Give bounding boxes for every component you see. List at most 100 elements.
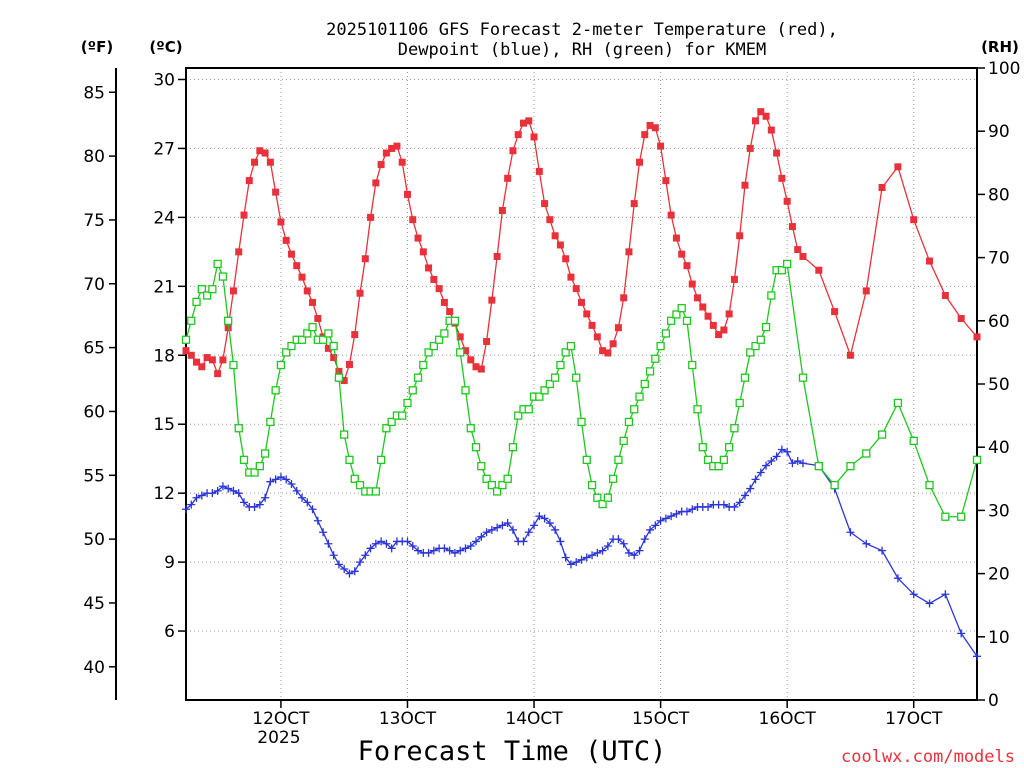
temperature-point xyxy=(694,294,702,302)
temperature-point xyxy=(583,310,591,318)
temperature-point xyxy=(282,236,290,244)
dewpoint-point xyxy=(651,521,660,530)
temperature-point xyxy=(620,294,628,302)
chart-title-line1: 2025101106 GFS Forecast 2-meter Temperat… xyxy=(326,20,838,40)
rh-point xyxy=(798,373,808,382)
dewpoint-point xyxy=(740,491,749,500)
rh-tick-label: 30 xyxy=(988,501,1010,521)
rh-point xyxy=(508,443,518,452)
rh-point xyxy=(725,443,734,452)
temperature-point xyxy=(767,126,775,134)
rh-point xyxy=(556,360,565,370)
rh-tick-label: 10 xyxy=(988,628,1010,648)
rh-point xyxy=(862,449,871,458)
dewpoint-point xyxy=(429,546,438,555)
temperature-point xyxy=(240,211,248,219)
rh-point xyxy=(287,341,296,351)
celsius-unit-label: (ºC) xyxy=(149,38,182,56)
temperature-point xyxy=(846,351,854,359)
rh-tick-label: 100 xyxy=(988,59,1020,79)
rh-point xyxy=(735,398,744,408)
temperature-point xyxy=(435,285,443,293)
rh-point xyxy=(382,424,391,433)
rh-tick-label: 60 xyxy=(988,312,1010,332)
dewpoint-point xyxy=(862,539,871,548)
rh-point xyxy=(334,373,344,382)
celsius-tick-label: 6 xyxy=(164,622,175,642)
dewpoint-point xyxy=(798,459,807,468)
rh-point xyxy=(461,386,470,395)
temperature-point xyxy=(214,370,222,378)
rh-point xyxy=(756,335,765,344)
rh-point xyxy=(440,329,449,338)
rh-tick-label: 70 xyxy=(988,249,1010,269)
temperature-point xyxy=(272,188,280,196)
rh-point xyxy=(603,493,613,502)
dewpoint-point xyxy=(672,509,681,518)
temperature-point xyxy=(699,303,707,311)
rh-point xyxy=(577,417,586,427)
rh-point xyxy=(218,272,228,281)
dewpoint-point xyxy=(308,505,317,514)
temperature-point xyxy=(894,163,902,171)
fahrenheit-tick-label: 40 xyxy=(83,658,105,678)
temperature-point xyxy=(773,149,781,157)
temperature-point xyxy=(588,321,596,329)
rh-point xyxy=(693,405,702,414)
fahrenheit-tick-label: 75 xyxy=(83,211,105,231)
temperature-point xyxy=(425,264,433,272)
temperature-point xyxy=(245,177,253,185)
temperature-point xyxy=(367,213,375,221)
temperature-point xyxy=(351,331,359,339)
rh-point xyxy=(877,430,887,439)
dewpoint-point xyxy=(973,652,981,661)
temperature-point xyxy=(198,363,206,371)
temperature-point xyxy=(403,190,411,198)
grid-lines xyxy=(186,68,977,700)
dewpoint-line xyxy=(185,448,978,657)
fahrenheit-tick-label: 60 xyxy=(83,402,105,422)
temperature-point xyxy=(335,367,343,375)
temperature-point xyxy=(535,167,543,175)
dewpoint-point xyxy=(319,528,328,537)
temperature-point xyxy=(741,181,749,189)
temperature-point xyxy=(467,356,475,364)
watermark: coolwx.com/models xyxy=(841,747,1015,767)
dewpoint-point xyxy=(192,493,201,502)
rh-point xyxy=(730,424,739,433)
rh-tick-label: 50 xyxy=(988,375,1010,395)
rh-point xyxy=(271,386,280,395)
temperature-point xyxy=(720,326,728,334)
temperature-point xyxy=(340,377,348,385)
temperature-point xyxy=(752,117,760,125)
temperature-point xyxy=(636,158,644,166)
x-tick-label: 15OCT xyxy=(632,709,690,729)
rh-point xyxy=(550,373,560,382)
temperature-point xyxy=(926,257,934,265)
temperature-point xyxy=(203,354,211,362)
temperature-point xyxy=(514,131,522,139)
rh-point xyxy=(482,474,491,483)
dewpoint-point xyxy=(545,519,554,528)
temperature-point xyxy=(361,255,369,263)
data-series xyxy=(181,108,982,661)
dewpoint-point xyxy=(466,542,475,551)
rh-point xyxy=(830,480,839,490)
temperature-point xyxy=(419,248,427,256)
rh-point xyxy=(514,411,523,420)
temperature-point xyxy=(493,252,501,260)
dewpoint-point xyxy=(208,489,217,498)
temperature-point xyxy=(293,262,301,270)
dewpoint-point xyxy=(619,539,628,548)
rh-point xyxy=(972,455,982,464)
temperature-point xyxy=(546,216,554,224)
rh-point xyxy=(324,329,333,338)
rh-point xyxy=(181,335,191,344)
temperature-point xyxy=(704,312,712,320)
rh-point xyxy=(318,335,328,344)
temperature-point xyxy=(309,298,317,306)
rh-point xyxy=(413,373,423,382)
temperature-point xyxy=(609,340,617,348)
temperature-point xyxy=(641,131,649,139)
